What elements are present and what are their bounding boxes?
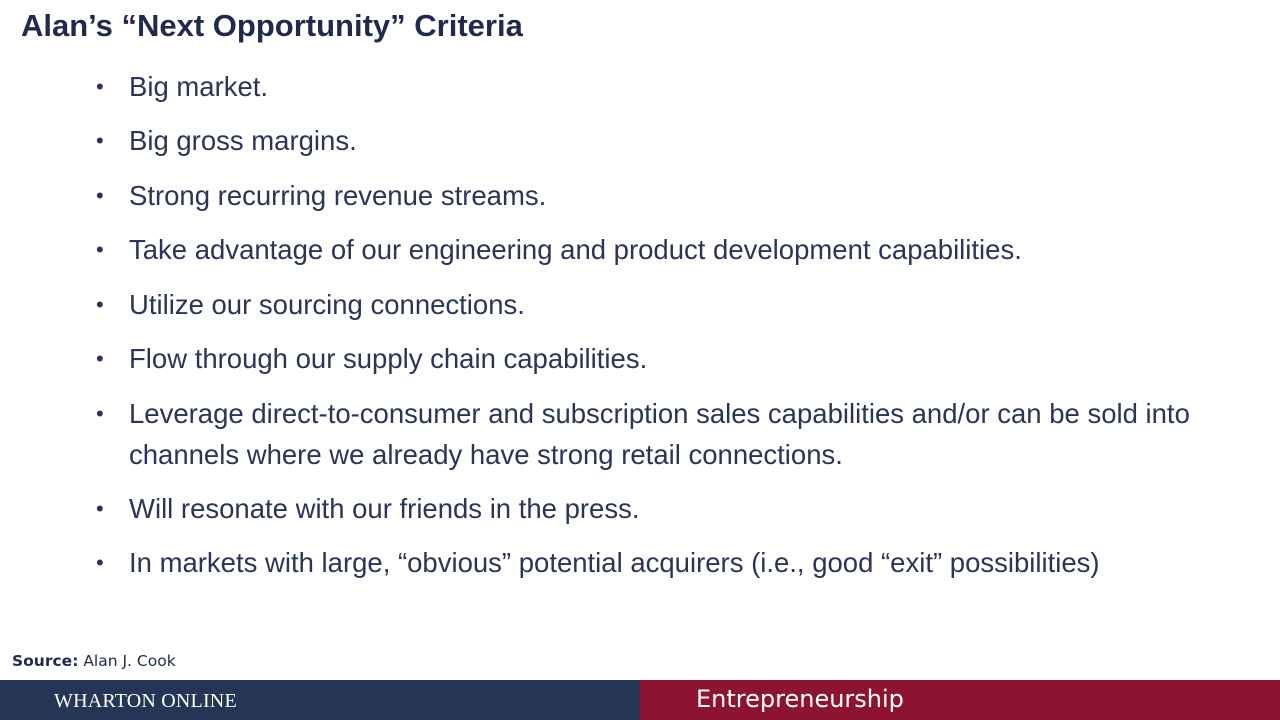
bullet-icon: • — [96, 128, 104, 153]
slide-title: Alan’s “Next Opportunity” Criteria — [21, 8, 523, 43]
footer-course-label: Entrepreneurship — [696, 685, 904, 713]
bullet-icon: • — [96, 74, 104, 99]
bullet-icon: • — [96, 292, 104, 317]
list-item-text: Utilize our sourcing connections. — [129, 289, 525, 320]
list-item: • Take advantage of our engineering and … — [96, 229, 1266, 270]
footer-course-bar: Entrepreneurship — [640, 680, 1280, 720]
bullet-icon: • — [96, 496, 104, 521]
list-item-text: Big market. — [129, 71, 269, 102]
list-item-text: Big gross margins. — [129, 125, 357, 156]
list-item: • Flow through our supply chain capabili… — [96, 338, 1266, 379]
bullet-icon: • — [96, 401, 104, 426]
list-item: • Utilize our sourcing connections. — [96, 284, 1266, 325]
list-item: • Will resonate with our friends in the … — [96, 488, 1266, 529]
bullet-icon: • — [96, 237, 104, 262]
list-item-text: In markets with large, “obvious” potenti… — [129, 547, 1100, 578]
list-item-text: Strong recurring revenue streams. — [129, 180, 547, 211]
bullet-icon: • — [96, 346, 104, 371]
source-label: Source: — [12, 652, 79, 670]
bullet-icon: • — [96, 550, 104, 575]
list-item: • Strong recurring revenue streams. — [96, 175, 1266, 216]
list-item: • In markets with large, “obvious” poten… — [96, 542, 1266, 583]
footer-brand-bar: WHARTON ONLINE — [0, 680, 640, 720]
bullet-icon: • — [96, 183, 104, 208]
list-item: • Big market. — [96, 66, 1266, 107]
list-item-text: Take advantage of our engineering and pr… — [129, 234, 1022, 265]
footer-brand-label: WHARTON ONLINE — [54, 690, 237, 712]
list-item-text: Flow through our supply chain capabiliti… — [129, 343, 648, 374]
list-item: • Leverage direct-to-consumer and subscr… — [96, 393, 1266, 475]
source-value: Alan J. Cook — [83, 652, 176, 670]
list-item-text: Leverage direct-to-consumer and subscrip… — [129, 398, 1190, 470]
list-item: • Big gross margins. — [96, 120, 1266, 161]
list-item-text: Will resonate with our friends in the pr… — [129, 493, 640, 524]
source-citation: Source: Alan J. Cook — [12, 650, 176, 672]
